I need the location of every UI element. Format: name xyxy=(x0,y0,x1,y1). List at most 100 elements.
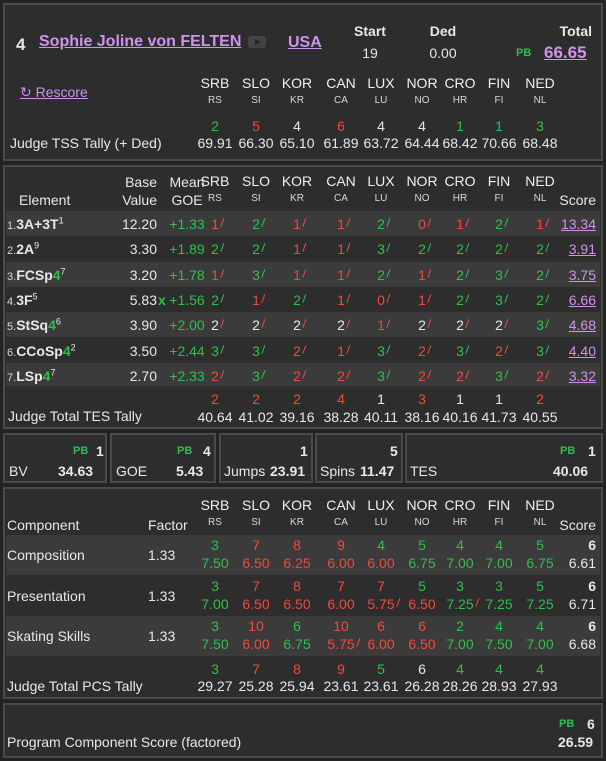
element-score-link[interactable]: 13.34 xyxy=(560,216,596,232)
element-name-cell: 3.FCSp47 xyxy=(7,266,66,282)
component-factor: 1.33 xyxy=(148,628,176,644)
judge-mark-cell: 6.75 xyxy=(518,555,562,571)
judge-goe: 1 xyxy=(337,266,345,283)
element-row: 1.3A+3T1 12.20 +1.33 1 2 1 1 2 0 1 2 1 13.34 xyxy=(6,211,600,236)
judge-mark-cell: 7.00 xyxy=(193,596,237,612)
bv-pb-badge: PB xyxy=(73,445,89,457)
pcs_tally-rank: 9 xyxy=(337,661,345,677)
rescore-link[interactable]: ↻ Rescore xyxy=(20,84,88,100)
video-icon[interactable] xyxy=(248,36,267,49)
judge-code-nl: NL xyxy=(533,193,547,204)
judge-rank: 6 xyxy=(377,618,385,634)
judge-goe: 2 xyxy=(456,317,464,334)
tes_tally-value: 40.64 xyxy=(197,409,233,425)
tes_tally-value: 39.16 xyxy=(279,409,315,425)
judge-mark: 5.75 xyxy=(367,595,395,612)
judge-name-kr: KOR xyxy=(281,173,313,189)
pcs-pb-badge: PB xyxy=(559,718,575,730)
judge-goe-cell: 2 xyxy=(321,317,361,333)
tss-rank: 5 xyxy=(252,118,260,134)
element-score-link[interactable]: 3.32 xyxy=(568,367,596,384)
pcs-score-col-header: Score xyxy=(559,517,596,533)
tss-rank: 3 xyxy=(536,118,544,134)
judge-mark: 7.50 xyxy=(201,636,229,652)
goe-label: GOE xyxy=(116,463,148,479)
judge-name-si: SLO xyxy=(241,173,270,189)
judge-goe-cell: 2 xyxy=(277,343,317,359)
tes-label: TES xyxy=(410,463,438,479)
judge-goe: 3 xyxy=(377,367,385,384)
total-score-link[interactable]: 66.65 xyxy=(544,43,587,62)
judge-goe: 2 xyxy=(211,291,219,308)
tes_tally-rank: 1 xyxy=(456,391,464,407)
judge-code-fi: FI xyxy=(494,517,504,528)
tss-rank: 4 xyxy=(418,118,426,134)
judge-name-si: SLO xyxy=(241,75,270,91)
judge-mark-cell: 6.50 xyxy=(400,596,444,612)
judge-name-si: SLO xyxy=(241,497,270,513)
tes_tally-rank: 1 xyxy=(377,391,385,407)
element-base-value: 12.20 xyxy=(121,216,157,232)
judge-goe: 2 xyxy=(495,317,503,334)
judge-code-no: NO xyxy=(414,95,430,106)
element-col-header: Element xyxy=(19,192,71,208)
country-link[interactable]: USA xyxy=(288,34,322,51)
judge-mark: 6.50 xyxy=(283,595,311,612)
judge-code-hr: HR xyxy=(452,517,468,528)
judge-rank: 6 xyxy=(293,618,301,634)
judge-name-nl: NED xyxy=(525,173,555,189)
judge-code-no: NO xyxy=(414,517,430,528)
judge-goe-cell: 2 xyxy=(236,241,276,257)
judge-rank: 3 xyxy=(456,577,464,594)
base-col-header: Base xyxy=(125,174,157,190)
judge-goe: 2 xyxy=(211,241,219,258)
pcs_tally-rank: 4 xyxy=(456,661,464,677)
tes-tally-row: Judge Total TES Tally xyxy=(6,386,600,426)
judge-goe-cell: 1 xyxy=(195,216,235,232)
judge-goe-cell: 2 xyxy=(520,241,560,257)
component-factor: 1.33 xyxy=(148,587,176,604)
tes_tally-rank: 2 xyxy=(293,391,301,407)
tes_tally-rank: 2 xyxy=(211,391,219,407)
goe-box: PB 4 GOE 5.43 xyxy=(110,433,216,483)
element-base-value: 3.20 xyxy=(129,266,157,283)
judge-name-fi: FIN xyxy=(487,497,511,513)
judge-name-nl: NED xyxy=(525,75,555,91)
judge-goe-cell: 2 xyxy=(195,241,235,257)
judge-goe-cell: 2 xyxy=(479,343,519,359)
element-score-link[interactable]: 3.75 xyxy=(568,266,596,283)
judge-mark-cell: 6.75 xyxy=(275,636,319,652)
judge-rank: 4 xyxy=(495,537,503,553)
judge-mark: 6.00 xyxy=(367,555,395,571)
judge-mark-cell: 5.75 xyxy=(359,596,403,612)
judge-goe-cell: 2 xyxy=(440,368,480,384)
judge-goe-cell: 2 xyxy=(195,292,235,308)
judge-goe: 2 xyxy=(456,367,464,384)
judge-goe-cell: 3 xyxy=(195,343,235,359)
tes_tally-value: 41.02 xyxy=(238,409,274,425)
tes_tally-rank: 4 xyxy=(337,391,345,407)
judge-mark-cell: 7.25 xyxy=(438,596,482,612)
judge-goe-cell: 2 xyxy=(479,216,519,232)
element-score-link[interactable]: 4.40 xyxy=(568,342,596,359)
judge-goe: 2 xyxy=(536,266,544,283)
spins-rank: 5 xyxy=(390,443,398,459)
judge-goe: 1 xyxy=(377,317,385,334)
judge-goe: 2 xyxy=(293,317,301,334)
judge-code-lu: LU xyxy=(374,95,388,106)
judge-mark: 7.25 xyxy=(526,595,554,612)
skater-name-link[interactable]: Sophie Joline von FELTEN xyxy=(39,33,242,50)
judge-code-fi: FI xyxy=(494,95,504,106)
element-score-link[interactable]: 4.68 xyxy=(568,317,596,334)
tes_tally-rank: 1 xyxy=(495,391,503,407)
ded-value: 0.00 xyxy=(429,45,457,61)
judge-rank: 3 xyxy=(211,577,219,594)
judge-rank: 4 xyxy=(536,618,544,634)
element-score-link[interactable]: 3.91 xyxy=(568,241,596,258)
element-order: 2 xyxy=(70,341,76,352)
ded-label: Ded xyxy=(429,23,457,39)
element-score-link[interactable]: 6.66 xyxy=(568,291,596,308)
element-mean-goe: +1.56 xyxy=(169,291,205,308)
judge-goe: 1 xyxy=(293,266,301,283)
judge-mark-cell: 7.00 xyxy=(438,555,482,571)
